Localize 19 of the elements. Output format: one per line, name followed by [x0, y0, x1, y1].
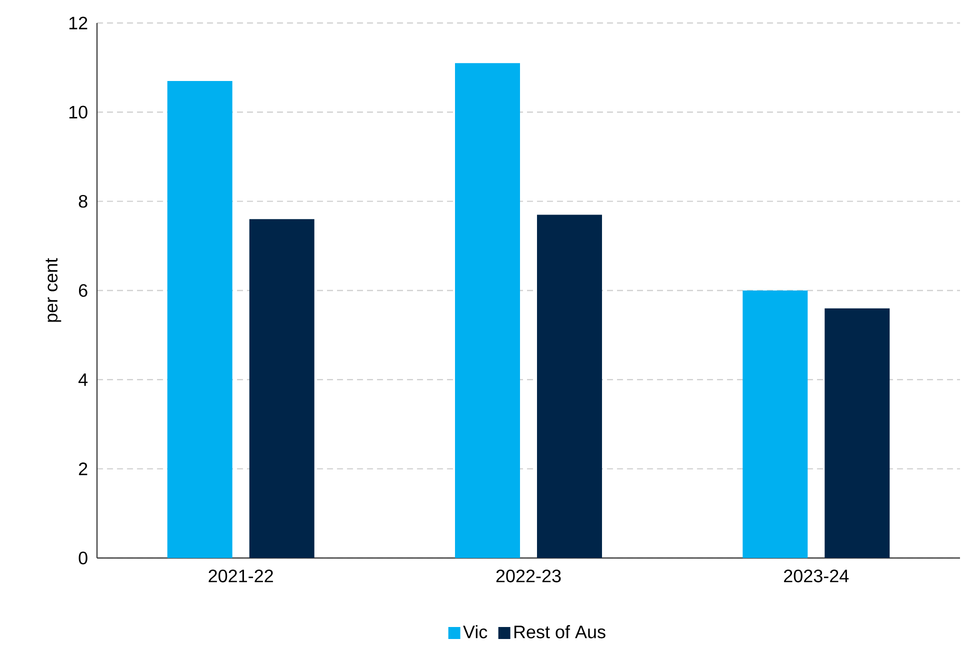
y-tick-label: 2 [78, 462, 88, 476]
y-tick-label: 4 [78, 373, 88, 386]
legend-label: Vic [463, 625, 488, 638]
legend-label: Rest of Aus [514, 625, 606, 638]
x-tick-label: 2021-22 [208, 570, 273, 582]
x-tick-label: 2022-23 [496, 570, 561, 582]
bar [167, 80, 232, 558]
y-tick-label: 8 [78, 194, 88, 208]
bar [824, 308, 890, 558]
bar [742, 290, 808, 558]
y-tick-label: 12 [69, 16, 88, 30]
bar [249, 219, 314, 558]
y-tick-label: 6 [78, 284, 88, 297]
y-axis-title: per cent [46, 258, 62, 322]
x-tick-label: 2023-24 [784, 570, 849, 582]
bar [455, 63, 520, 558]
bar [537, 214, 602, 558]
y-tick-label: 0 [78, 552, 88, 564]
y-tick-label: 10 [69, 106, 88, 119]
